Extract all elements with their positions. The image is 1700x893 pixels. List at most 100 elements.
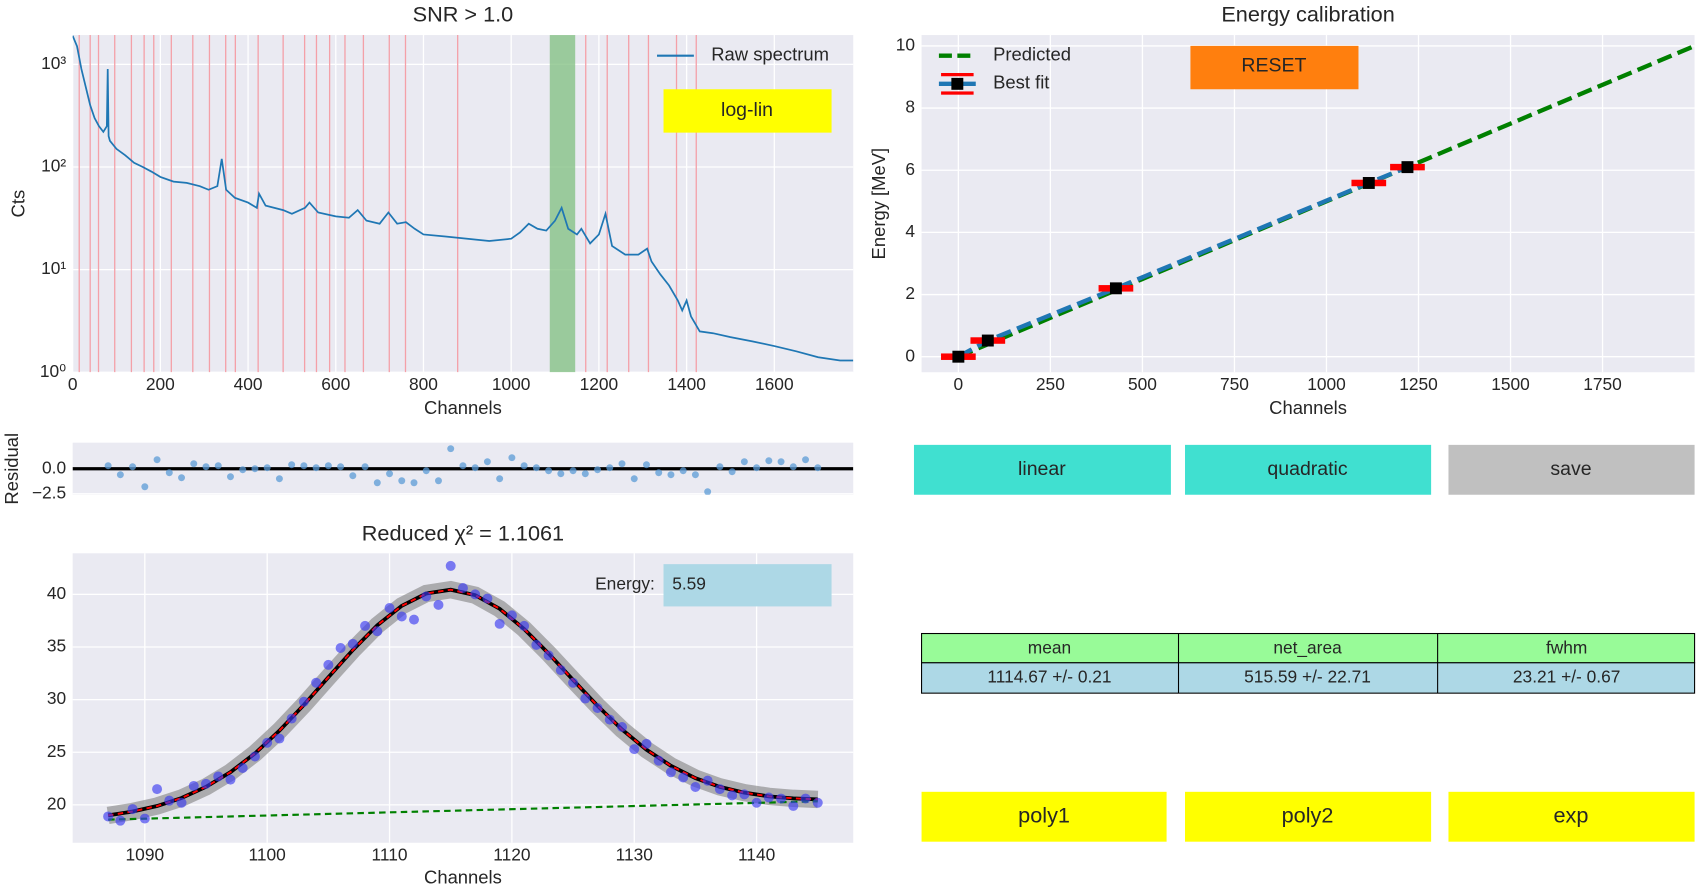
legend-marker	[951, 77, 964, 90]
y-tick-label: 35	[47, 636, 66, 656]
save-button[interactable]: save	[1448, 444, 1695, 495]
table-header: net_area	[1273, 637, 1342, 657]
data-point	[249, 751, 260, 762]
button-label: linear	[1018, 458, 1066, 480]
data-point	[496, 475, 504, 483]
data-point	[129, 463, 137, 471]
y-tick-label: 10	[896, 35, 915, 55]
exp-button[interactable]: exp	[1448, 791, 1695, 842]
data-point	[421, 591, 432, 602]
poly1-button[interactable]: poly1	[921, 791, 1167, 842]
x-tick-label: 600	[321, 374, 350, 394]
legend-cap	[941, 72, 974, 77]
results-table: mean net_area fwhm 1114.67 +/- 0.21 515.…	[921, 632, 1696, 694]
x-tick-label: 1000	[492, 374, 531, 394]
chart-title: Reduced χ² = 1.1061	[362, 521, 564, 546]
data-point	[520, 462, 528, 470]
y-tick-label: 25	[47, 741, 66, 761]
data-point	[298, 696, 309, 707]
y-tick-label: 8	[905, 97, 915, 117]
data-point	[594, 466, 602, 474]
data-point	[568, 677, 579, 688]
chart-title: Energy calibration	[1221, 1, 1394, 26]
data-point	[422, 467, 430, 475]
y-tick-label: 6	[905, 159, 915, 179]
button-label: quadratic	[1267, 458, 1347, 480]
data-point	[335, 643, 346, 654]
data-point	[751, 797, 762, 808]
data-point	[800, 793, 811, 804]
quadratic-button[interactable]: quadratic	[1185, 444, 1432, 495]
legend-label: Raw spectrum	[711, 44, 829, 65]
energy-textbox[interactable]: 5.59	[663, 564, 832, 607]
data-point	[153, 456, 161, 464]
button-label: poly2	[1282, 802, 1334, 827]
data-point	[263, 464, 271, 472]
data-point	[763, 792, 774, 803]
y-tick-label: 2	[905, 283, 915, 303]
data-point	[349, 472, 357, 480]
data-point	[788, 800, 799, 811]
data-point	[445, 560, 456, 571]
reset-button[interactable]: RESET	[1190, 45, 1359, 90]
table-cell: 1114.67 +/- 0.21	[987, 667, 1111, 687]
data-point	[104, 462, 112, 470]
data-point	[178, 474, 186, 482]
x-tick-label: 1400	[667, 374, 706, 394]
y-axis-label: Energy [MeV]	[868, 148, 889, 260]
data-point	[714, 784, 725, 795]
table-header: mean	[1028, 637, 1071, 657]
data-point	[471, 464, 479, 472]
button-label: save	[1550, 458, 1591, 480]
x-tick-label: 1500	[1491, 374, 1530, 394]
data-point	[251, 465, 259, 473]
linear-button[interactable]: linear	[913, 444, 1171, 495]
data-point	[373, 479, 381, 487]
data-point	[300, 462, 308, 470]
data-point	[814, 464, 822, 472]
data-point	[225, 774, 236, 785]
data-point	[398, 477, 406, 485]
y-tick-label: 20	[47, 793, 66, 813]
chart: 0.0 −2.5 Residual	[1, 433, 854, 505]
data-point	[543, 650, 554, 661]
data-point	[494, 618, 505, 629]
data-point	[202, 463, 210, 471]
data-point	[506, 610, 517, 621]
data-point	[190, 460, 198, 468]
data-point	[643, 461, 650, 469]
table-header-row	[921, 632, 1696, 664]
data-point	[678, 772, 689, 783]
data-point	[531, 639, 542, 650]
data-point	[1401, 161, 1414, 174]
y-tick-label: 10¹	[41, 258, 66, 278]
data-point	[447, 445, 455, 453]
button-label: exp	[1554, 802, 1589, 827]
data-point	[433, 599, 444, 610]
poly2-button[interactable]: poly2	[1185, 791, 1432, 842]
log-lin-button[interactable]: log-lin	[663, 89, 832, 133]
data-point	[592, 703, 603, 714]
y-tick-label: 4	[905, 221, 915, 241]
y-tick-label: −2.5	[32, 482, 66, 502]
data-point	[347, 638, 358, 649]
chart-title: SNR > 1.0	[413, 1, 514, 26]
highlight-span	[549, 35, 576, 373]
data-point	[386, 470, 394, 478]
data-point	[384, 603, 395, 614]
plot-content	[72, 445, 854, 495]
data-point	[409, 614, 419, 625]
data-point	[286, 713, 297, 724]
data-point	[141, 483, 149, 491]
data-point	[275, 475, 283, 483]
data-point	[765, 457, 773, 465]
data-point	[311, 677, 322, 688]
data-point	[727, 790, 738, 801]
data-point	[545, 467, 553, 475]
data-point	[641, 738, 652, 749]
data-point	[679, 467, 687, 475]
data-point	[483, 458, 491, 466]
data-point	[667, 471, 675, 479]
data-point	[1109, 282, 1122, 295]
